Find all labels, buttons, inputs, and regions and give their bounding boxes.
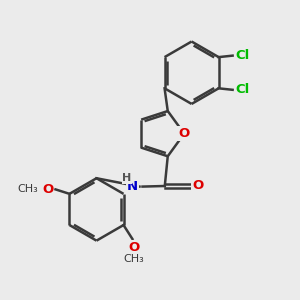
- Text: N: N: [127, 180, 138, 193]
- Text: CH₃: CH₃: [17, 184, 38, 194]
- Text: O: O: [42, 183, 53, 196]
- Text: H: H: [122, 173, 132, 183]
- Text: O: O: [192, 179, 204, 193]
- Text: Cl: Cl: [235, 83, 249, 96]
- Text: Cl: Cl: [235, 49, 249, 62]
- Text: O: O: [178, 127, 190, 140]
- Text: O: O: [128, 242, 140, 254]
- Text: CH₃: CH₃: [124, 254, 144, 264]
